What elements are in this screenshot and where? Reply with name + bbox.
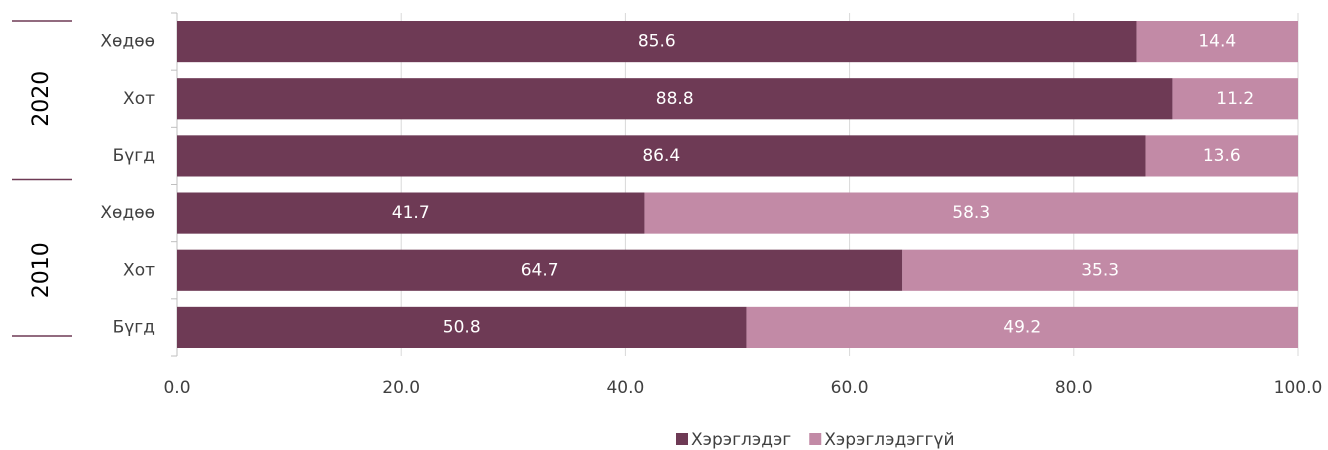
value-label: 58.3	[952, 203, 990, 223]
bar-segment	[1145, 135, 1298, 177]
x-tick-label: 0.0	[163, 378, 190, 398]
bar-segment	[644, 192, 1298, 234]
value-label: 11.2	[1216, 89, 1254, 109]
value-label: 49.2	[1003, 317, 1041, 337]
legend-swatch	[809, 433, 822, 445]
group-label: 2020	[29, 71, 54, 127]
value-label: 14.4	[1198, 32, 1236, 52]
bar-segment	[177, 135, 1146, 177]
y-tick-label: Хот	[123, 89, 155, 109]
y-tick-label: Хот	[123, 260, 155, 280]
y-tick-label: Хөдөө	[100, 203, 155, 223]
bar-segment	[902, 249, 1298, 291]
x-tick-label: 20.0	[382, 378, 420, 398]
bar-segment	[177, 21, 1137, 63]
y-tick-label: Хөдөө	[100, 32, 155, 52]
value-label: 86.4	[642, 146, 680, 166]
value-label: 50.8	[443, 317, 481, 337]
x-tick-label: 100.0	[1274, 378, 1323, 398]
value-label: 41.7	[392, 203, 430, 223]
value-label: 13.6	[1203, 146, 1241, 166]
bar-segment	[1136, 21, 1298, 63]
bar-segment	[177, 192, 645, 234]
bar-segment	[746, 306, 1298, 348]
legend-label: Хэрэглэдэггүй	[824, 430, 954, 450]
value-label: 85.6	[638, 32, 676, 52]
value-label: 64.7	[521, 260, 559, 280]
legend-swatch	[676, 433, 688, 445]
value-label: 88.8	[656, 89, 694, 109]
x-tick-label: 40.0	[606, 378, 644, 398]
bar-segment	[177, 78, 1173, 120]
bar-segment	[177, 249, 903, 291]
legend-label: Хэрэглэдэг	[691, 430, 791, 450]
y-tick-label: Бүгд	[113, 317, 155, 337]
x-tick-label: 80.0	[1055, 378, 1093, 398]
y-tick-label: Бүгд	[113, 146, 155, 166]
bar-segment	[1172, 78, 1298, 120]
bar-segment	[177, 306, 747, 348]
value-label: 35.3	[1081, 260, 1119, 280]
group-label: 2010	[29, 242, 54, 298]
x-tick-label: 60.0	[831, 378, 869, 398]
